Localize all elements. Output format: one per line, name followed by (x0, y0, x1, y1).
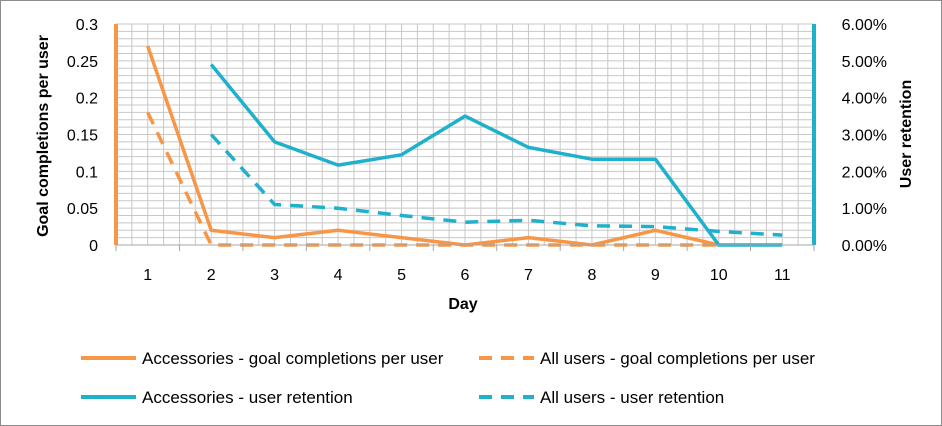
left-axis-title: Goal completions per user (35, 35, 52, 237)
left-tick-label: 0.25 (67, 54, 98, 71)
right-tick-label: 5.00% (842, 54, 887, 71)
x-tick-label: 1 (143, 267, 152, 284)
series-line-3 (209, 133, 783, 237)
x-axis-title: Day (448, 296, 477, 313)
x-tick-label: 11 (774, 267, 791, 284)
legend-item: Accessories - goal completions per user (81, 349, 444, 368)
legend-label: All users - goal completions per user (540, 349, 815, 368)
left-tick-label: 0.1 (76, 164, 98, 181)
right-axis-title: User retention (898, 80, 915, 188)
series-line-2 (209, 63, 783, 247)
legend-label: Accessories - goal completions per user (142, 349, 444, 368)
x-tick-label: 7 (524, 267, 533, 284)
legend-item: Accessories - user retention (81, 388, 353, 407)
axes (114, 24, 816, 251)
tick-labels: 1 2 3 4 5 6 7 8 9 10 11 0 0.05 0.1 0.15 0.2 0.25 0.3 0.00%… (67, 17, 887, 284)
x-tick-label: 10 (710, 267, 728, 284)
left-tick-label: 0 (89, 238, 98, 255)
left-tick-label: 0.15 (67, 128, 98, 145)
left-tick-label: 0.05 (67, 201, 98, 218)
right-tick-label: 2.00% (842, 164, 887, 181)
right-tick-label: 0.00% (842, 238, 887, 255)
right-tick-label: 4.00% (842, 91, 887, 108)
left-tick-label: 0.3 (76, 17, 98, 34)
right-tick-label: 1.00% (842, 201, 887, 218)
x-tick-label: 6 (461, 267, 470, 284)
series-line-0 (146, 45, 720, 247)
legend: Accessories - goal completions per user … (81, 349, 815, 407)
x-tick-label: 8 (587, 267, 596, 284)
x-tick-label: 4 (334, 267, 343, 284)
legend-item: All users - goal completions per user (479, 349, 815, 368)
x-tick-label: 2 (207, 267, 216, 284)
legend-label: All users - user retention (540, 388, 724, 407)
x-tick-label: 3 (270, 267, 279, 284)
legend-item: All users - user retention (479, 388, 724, 407)
right-tick-label: 3.00% (842, 128, 887, 145)
grid (116, 23, 814, 246)
x-tick-label: 9 (651, 267, 660, 284)
x-tick-label: 5 (397, 267, 406, 284)
left-tick-label: 0.2 (76, 91, 98, 108)
legend-label: Accessories - user retention (142, 388, 353, 407)
right-tick-label: 6.00% (842, 17, 887, 34)
